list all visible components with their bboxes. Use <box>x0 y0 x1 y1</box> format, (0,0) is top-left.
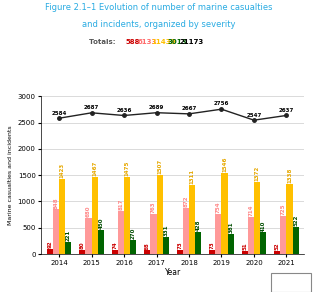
Bar <box>53 209 59 254</box>
Bar <box>65 242 71 254</box>
Text: 522: 522 <box>293 214 298 226</box>
Bar <box>248 216 254 254</box>
Text: 68: 68 <box>145 242 150 250</box>
Bar <box>215 214 222 254</box>
Y-axis label: Marine casualties and incidents: Marine casualties and incidents <box>9 125 14 225</box>
Text: 1475: 1475 <box>125 160 130 175</box>
Text: 2547: 2547 <box>246 112 262 118</box>
Text: Figure 2.1–1 Evolution of number of marine casualties: Figure 2.1–1 Evolution of number of mari… <box>45 3 272 12</box>
Bar <box>274 251 280 254</box>
Text: 1423: 1423 <box>60 163 65 178</box>
X-axis label: Year: Year <box>165 268 181 277</box>
Text: 1507: 1507 <box>157 159 162 174</box>
Text: 331: 331 <box>163 224 168 236</box>
Bar <box>293 227 299 254</box>
Text: 1546: 1546 <box>222 157 227 172</box>
Text: ...: ... <box>288 278 294 287</box>
Bar <box>195 232 201 254</box>
Bar <box>59 179 65 254</box>
Text: and incidents, organized by severity: and incidents, organized by severity <box>82 20 235 29</box>
Text: 381: 381 <box>228 222 233 233</box>
Text: 3013: 3013 <box>168 39 188 45</box>
Bar <box>85 218 92 254</box>
Text: 1311: 1311 <box>190 169 195 184</box>
Text: 221: 221 <box>66 230 71 241</box>
Bar <box>222 173 228 254</box>
Text: 2584: 2584 <box>51 111 67 116</box>
Text: 588: 588 <box>125 39 140 45</box>
Bar <box>280 216 287 254</box>
Bar <box>242 251 248 254</box>
Text: 2637: 2637 <box>279 108 294 113</box>
Bar <box>254 182 260 254</box>
Bar <box>92 177 98 254</box>
Text: 428: 428 <box>196 219 201 231</box>
Bar <box>144 251 150 254</box>
Bar <box>209 250 215 254</box>
Text: 73: 73 <box>177 241 182 249</box>
Text: 2689: 2689 <box>149 105 164 110</box>
Bar <box>98 230 104 254</box>
Text: 2756: 2756 <box>214 101 229 106</box>
Text: 848: 848 <box>54 197 59 208</box>
Text: 73: 73 <box>210 241 215 249</box>
Text: Totals:: Totals: <box>89 39 118 45</box>
Bar <box>287 184 293 254</box>
Bar <box>124 176 130 254</box>
Text: 74: 74 <box>112 241 117 249</box>
Text: 2636: 2636 <box>116 108 132 113</box>
Text: 11439: 11439 <box>152 39 176 45</box>
Text: 817: 817 <box>119 199 123 210</box>
Text: 21173: 21173 <box>179 39 203 45</box>
Bar <box>189 185 195 254</box>
Text: 52: 52 <box>275 243 280 250</box>
Bar <box>112 250 118 254</box>
Bar <box>183 208 189 254</box>
Text: 450: 450 <box>98 218 103 230</box>
Bar <box>157 175 163 254</box>
Text: 1372: 1372 <box>255 166 260 181</box>
Bar <box>177 250 183 254</box>
Text: 2687: 2687 <box>84 105 99 110</box>
Bar <box>47 249 53 254</box>
Text: 763: 763 <box>151 201 156 213</box>
Text: 270: 270 <box>131 227 136 239</box>
Text: 2667: 2667 <box>181 106 197 111</box>
Text: 680: 680 <box>86 206 91 217</box>
Bar <box>79 250 85 254</box>
Bar <box>150 214 157 254</box>
Bar <box>130 240 136 254</box>
Bar <box>228 234 234 254</box>
Bar <box>118 211 124 254</box>
Text: 754: 754 <box>216 202 221 213</box>
Text: 1467: 1467 <box>92 161 97 176</box>
Text: 714: 714 <box>249 204 253 215</box>
Text: 92: 92 <box>47 241 52 248</box>
Text: 725: 725 <box>281 204 286 215</box>
Bar <box>163 237 169 254</box>
Text: 410: 410 <box>261 220 266 232</box>
Bar <box>260 232 266 254</box>
Text: 1338: 1338 <box>287 167 292 183</box>
Text: 872: 872 <box>184 196 188 207</box>
Text: 6133: 6133 <box>138 39 157 45</box>
Text: 80: 80 <box>80 241 85 249</box>
Text: 51: 51 <box>242 243 247 251</box>
